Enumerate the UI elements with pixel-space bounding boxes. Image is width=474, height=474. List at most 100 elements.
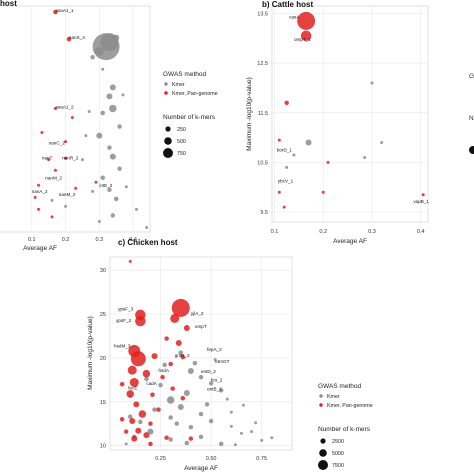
annotation-label: gntR_2 — [175, 353, 190, 358]
annotation-label: cadA — [146, 381, 157, 386]
point-kmer — [127, 414, 133, 419]
x-tick-label-b: 0.4 — [417, 229, 425, 235]
point-kmer — [174, 421, 179, 426]
point-kmer — [90, 54, 95, 60]
point-pangenome — [127, 365, 137, 375]
legend-size-swatch — [163, 148, 173, 158]
y-axis-label-c: Maximum -log10(p-value) — [87, 316, 94, 390]
point-kmer — [380, 141, 384, 145]
x-axis-label-b: Average AF — [333, 238, 367, 245]
point-pangenome — [170, 313, 180, 323]
point-pangenome — [168, 361, 173, 367]
annotation-label: asaA1_2 — [55, 104, 74, 109]
annotation-label: vapB_1 — [413, 199, 429, 204]
point-pangenome — [37, 207, 41, 211]
point-kmer — [208, 381, 214, 386]
annotation-label: casA — [289, 14, 300, 19]
legend-size-label: 250 — [177, 127, 186, 133]
annotation-label: hsdM_3 — [114, 343, 131, 348]
point-pangenome — [64, 140, 68, 144]
legend-a: GWAS method Kmer Kmer, Pan-genome Number of… — [163, 71, 218, 158]
point-kmer — [124, 185, 128, 189]
point-kmer — [198, 411, 204, 417]
point-kmer — [100, 175, 105, 181]
legend-size-title: Number of k-mers — [163, 114, 216, 121]
legend-b-fragment: G — [469, 73, 474, 80]
point-kmer — [110, 213, 116, 218]
point-kmer — [109, 84, 116, 91]
legend-size-label: 750 — [177, 151, 186, 157]
panel-c: 0.25 0.50 0.75 10 15 20 25 30 ypsF_3 ypsF_2 yjlA_2… — [87, 238, 293, 472]
point-pangenome — [180, 354, 186, 360]
point-kmer — [241, 403, 245, 407]
annotation-label: ypsF_2 — [116, 318, 132, 323]
legend-size-label: 7500 — [332, 463, 344, 469]
point-pangenome — [170, 386, 175, 391]
point-kmer — [100, 110, 105, 116]
point-kmer — [168, 415, 173, 420]
point-pangenome — [53, 9, 58, 15]
point-kmer — [305, 139, 312, 146]
legend-size-swatch — [164, 137, 172, 145]
annotation-label: ompT — [195, 324, 207, 329]
point-kmer — [254, 421, 258, 425]
y-axis-label-b: Maximum -log10(p-value) — [246, 77, 253, 151]
point-pangenome — [171, 298, 190, 317]
point-pangenome — [123, 429, 129, 434]
point-kmer — [370, 81, 374, 85]
annotation-label: yjlA_2 — [191, 311, 204, 316]
annotation-label: fecE — [128, 385, 137, 390]
point-kmer — [117, 124, 122, 129]
point-kmer — [198, 374, 204, 380]
legend-size-swatch — [319, 449, 327, 457]
point-kmer — [124, 442, 128, 446]
annotation-label: nanT — [42, 156, 53, 161]
legend-size-swatch — [165, 126, 171, 132]
point-kmer — [204, 402, 210, 407]
panel-title-a: host — [0, 0, 17, 8]
point-kmer — [192, 360, 198, 366]
y-tick-label-b: 12.5 — [257, 61, 268, 67]
plot-area-b — [271, 5, 429, 223]
point-kmer — [166, 396, 175, 404]
point-kmer — [187, 368, 194, 375]
point-kmer — [109, 104, 117, 113]
annotation-label: nanM_2 — [59, 192, 76, 197]
annotation-label: nanA_2 — [32, 189, 48, 194]
annotation-label: nanM_2 — [45, 175, 62, 180]
point-pangenome — [151, 353, 158, 360]
point-kmer — [233, 443, 237, 447]
point-kmer — [177, 404, 184, 411]
point-kmer — [134, 207, 138, 211]
x-tick-label-c: 0.25 — [155, 456, 166, 462]
x-tick-label-b: 0.1 — [271, 229, 279, 235]
point-kmer — [107, 145, 112, 150]
point-pangenome — [53, 106, 57, 110]
point-pangenome — [66, 36, 72, 42]
legend-b-size-swatch — [469, 146, 474, 154]
point-kmer — [239, 431, 243, 435]
point-kmer — [229, 424, 233, 428]
y-tick-label-b: 9.5 — [260, 210, 268, 216]
annotation-label: intE_2 — [99, 183, 112, 188]
annotation-label: hsdA — [159, 368, 170, 373]
x-tick-label-b: 0.3 — [368, 229, 376, 235]
point-pangenome — [148, 421, 153, 426]
point-pangenome — [131, 435, 138, 442]
point-kmer — [109, 153, 116, 160]
point-kmer — [113, 196, 119, 202]
x-tick-label-b: 0.2 — [319, 229, 327, 235]
x-tick-label-a: 0.4 — [129, 237, 137, 243]
legend-b-size-fragment: N — [469, 115, 474, 122]
annotation-label: fes_2 — [211, 378, 223, 383]
annotation-label: nanS_3 — [69, 35, 85, 40]
point-pangenome — [128, 259, 132, 263]
point-pangenome — [160, 374, 165, 380]
y-tick-label-b: 11.5 — [258, 111, 268, 117]
annotation-label: ompT_1 — [294, 37, 311, 42]
legend-swatch — [319, 394, 323, 398]
point-kmer — [101, 67, 105, 71]
point-pangenome — [175, 339, 182, 346]
annotation-label: ypsF_3 — [118, 307, 134, 312]
